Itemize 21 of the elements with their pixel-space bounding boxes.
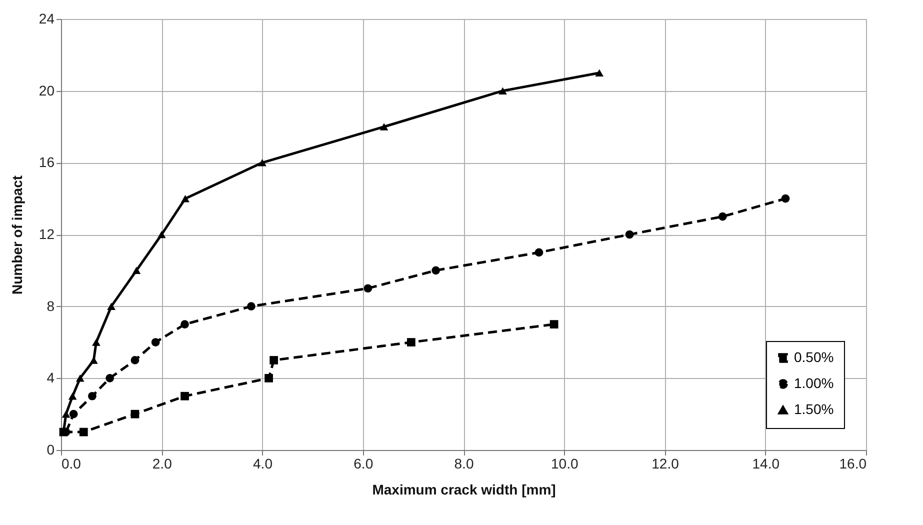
x-tick-label: 16.0 (839, 456, 867, 472)
x-tick-label: 0.0 (62, 456, 82, 472)
x-tick-label: 6.0 (354, 456, 374, 472)
y-tick-label: 12 (38, 226, 55, 242)
y-tick-label: 8 (46, 298, 55, 314)
x-tick-label: 2.0 (152, 456, 172, 472)
legend-label: 0.50% (794, 349, 834, 365)
x-axis-title: Maximum crack width [mm] (372, 482, 556, 498)
x-tick-label: 12.0 (652, 456, 680, 472)
y-tick-label: 0 (46, 442, 55, 458)
y-tick-label: 24 (38, 10, 55, 26)
y-tick-label: 20 (38, 82, 55, 98)
x-tick-label: 14.0 (752, 456, 780, 472)
y-tick-label: 16 (38, 154, 55, 170)
legend-label: 1.00% (794, 375, 834, 391)
x-tick-label: 8.0 (454, 456, 474, 472)
y-axis-title: Number of impact (8, 175, 25, 295)
x-tick-label: 10.0 (551, 456, 578, 472)
y-tick-label: 4 (46, 370, 55, 386)
legend-label: 1.50% (794, 401, 834, 417)
x-tick-label: 4.0 (253, 456, 273, 472)
